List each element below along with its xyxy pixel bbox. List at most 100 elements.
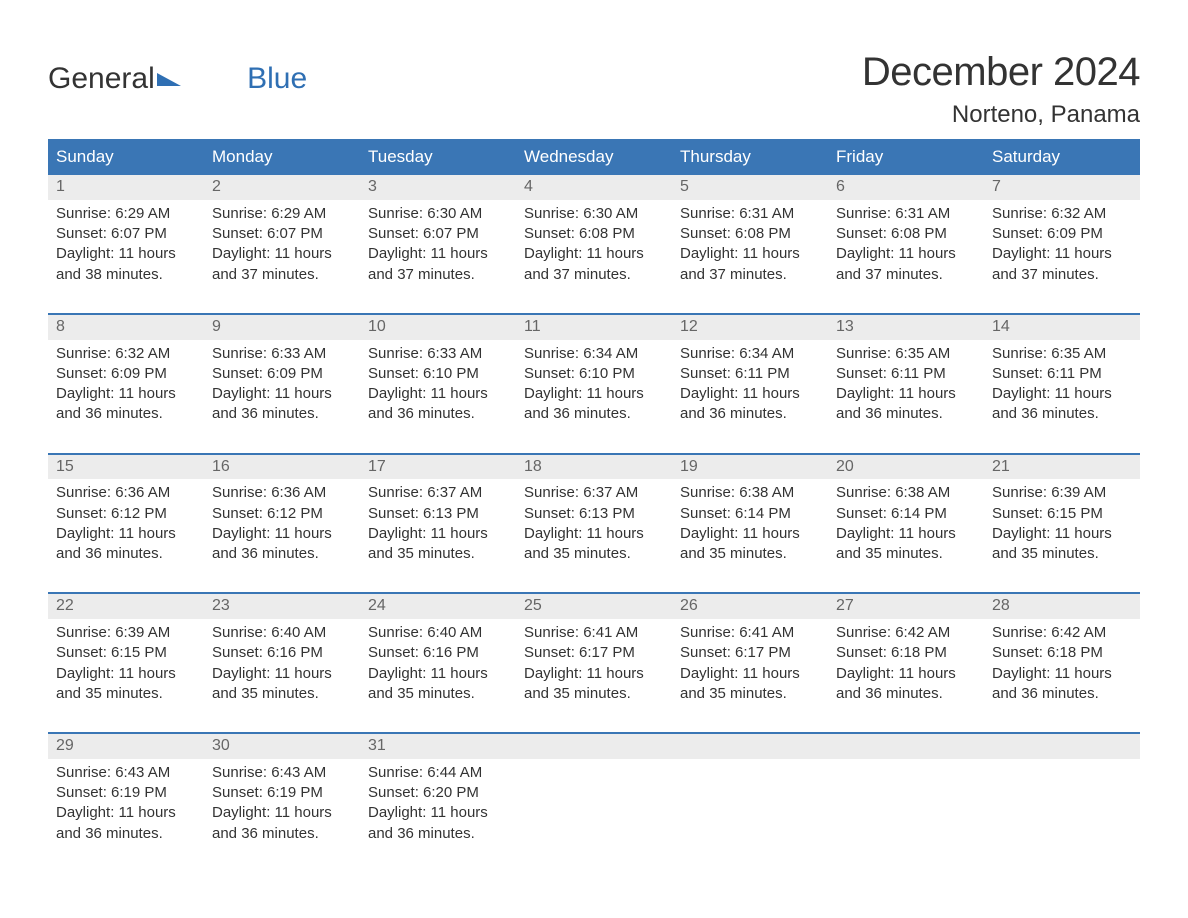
title-block: December 2024 Norteno, Panama xyxy=(862,50,1140,129)
day-cell: 6Sunrise: 6:31 AMSunset: 6:08 PMDaylight… xyxy=(828,174,984,314)
daylight-line-2: and 36 minutes. xyxy=(56,824,196,844)
daylight-line-1: Daylight: 11 hours xyxy=(992,244,1132,264)
day-data: Sunrise: 6:39 AMSunset: 6:15 PMDaylight:… xyxy=(48,619,204,732)
sunrise-line: Sunrise: 6:36 AM xyxy=(212,483,352,503)
day-data-empty xyxy=(828,759,984,839)
day-data: Sunrise: 6:39 AMSunset: 6:15 PMDaylight:… xyxy=(984,479,1140,592)
sunset-line: Sunset: 6:08 PM xyxy=(836,224,976,244)
col-sunday: Sunday xyxy=(48,140,204,174)
day-data: Sunrise: 6:32 AMSunset: 6:09 PMDaylight:… xyxy=(984,200,1140,313)
sunset-line: Sunset: 6:13 PM xyxy=(524,504,664,524)
sunset-line: Sunset: 6:07 PM xyxy=(212,224,352,244)
logo-text: General Blue xyxy=(48,64,307,94)
daylight-line-1: Daylight: 11 hours xyxy=(992,664,1132,684)
day-number: 6 xyxy=(828,175,984,200)
day-number: 17 xyxy=(360,455,516,480)
day-data: Sunrise: 6:42 AMSunset: 6:18 PMDaylight:… xyxy=(828,619,984,732)
sunset-line: Sunset: 6:08 PM xyxy=(680,224,820,244)
day-data: Sunrise: 6:30 AMSunset: 6:07 PMDaylight:… xyxy=(360,200,516,313)
sunrise-line: Sunrise: 6:34 AM xyxy=(680,344,820,364)
calendar-table: Sunday Monday Tuesday Wednesday Thursday… xyxy=(48,139,1140,872)
day-cell: 25Sunrise: 6:41 AMSunset: 6:17 PMDayligh… xyxy=(516,593,672,733)
daylight-line-1: Daylight: 11 hours xyxy=(992,524,1132,544)
day-data: Sunrise: 6:36 AMSunset: 6:12 PMDaylight:… xyxy=(48,479,204,592)
daylight-line-2: and 36 minutes. xyxy=(836,684,976,704)
day-number: 15 xyxy=(48,455,204,480)
daylight-line-2: and 35 minutes. xyxy=(212,684,352,704)
daylight-line-2: and 36 minutes. xyxy=(836,404,976,424)
day-cell: 7Sunrise: 6:32 AMSunset: 6:09 PMDaylight… xyxy=(984,174,1140,314)
sunset-line: Sunset: 6:14 PM xyxy=(836,504,976,524)
day-number: 13 xyxy=(828,315,984,340)
logo-blue: Blue xyxy=(247,64,307,94)
sunrise-line: Sunrise: 6:29 AM xyxy=(56,204,196,224)
calendar-body: 1Sunrise: 6:29 AMSunset: 6:07 PMDaylight… xyxy=(48,174,1140,872)
sunrise-line: Sunrise: 6:38 AM xyxy=(836,483,976,503)
daylight-line-1: Daylight: 11 hours xyxy=(680,524,820,544)
week-row: 15Sunrise: 6:36 AMSunset: 6:12 PMDayligh… xyxy=(48,454,1140,594)
sunset-line: Sunset: 6:11 PM xyxy=(836,364,976,384)
sunset-line: Sunset: 6:09 PM xyxy=(212,364,352,384)
sunrise-line: Sunrise: 6:39 AM xyxy=(992,483,1132,503)
day-number: 23 xyxy=(204,594,360,619)
day-data: Sunrise: 6:40 AMSunset: 6:16 PMDaylight:… xyxy=(360,619,516,732)
sunrise-line: Sunrise: 6:35 AM xyxy=(836,344,976,364)
day-data: Sunrise: 6:33 AMSunset: 6:09 PMDaylight:… xyxy=(204,340,360,453)
daylight-line-2: and 35 minutes. xyxy=(680,544,820,564)
sunrise-line: Sunrise: 6:38 AM xyxy=(680,483,820,503)
day-number: 22 xyxy=(48,594,204,619)
daylight-line-1: Daylight: 11 hours xyxy=(836,384,976,404)
day-number-empty xyxy=(828,734,984,759)
daylight-line-1: Daylight: 11 hours xyxy=(212,803,352,823)
sunset-line: Sunset: 6:15 PM xyxy=(992,504,1132,524)
sunrise-line: Sunrise: 6:42 AM xyxy=(836,623,976,643)
col-thursday: Thursday xyxy=(672,140,828,174)
day-data-empty xyxy=(672,759,828,839)
daylight-line-2: and 35 minutes. xyxy=(680,684,820,704)
day-cell: 9Sunrise: 6:33 AMSunset: 6:09 PMDaylight… xyxy=(204,314,360,454)
sunrise-line: Sunrise: 6:30 AM xyxy=(524,204,664,224)
day-cell: 3Sunrise: 6:30 AMSunset: 6:07 PMDaylight… xyxy=(360,174,516,314)
day-data: Sunrise: 6:31 AMSunset: 6:08 PMDaylight:… xyxy=(672,200,828,313)
day-cell: 14Sunrise: 6:35 AMSunset: 6:11 PMDayligh… xyxy=(984,314,1140,454)
sunset-line: Sunset: 6:17 PM xyxy=(524,643,664,663)
day-number: 16 xyxy=(204,455,360,480)
sunrise-line: Sunrise: 6:30 AM xyxy=(368,204,508,224)
daylight-line-2: and 35 minutes. xyxy=(836,544,976,564)
day-cell xyxy=(516,733,672,872)
daylight-line-1: Daylight: 11 hours xyxy=(368,664,508,684)
daylight-line-2: and 36 minutes. xyxy=(680,404,820,424)
sunrise-line: Sunrise: 6:43 AM xyxy=(212,763,352,783)
day-data: Sunrise: 6:38 AMSunset: 6:14 PMDaylight:… xyxy=(672,479,828,592)
sunset-line: Sunset: 6:12 PM xyxy=(212,504,352,524)
daylight-line-1: Daylight: 11 hours xyxy=(56,524,196,544)
day-cell: 21Sunrise: 6:39 AMSunset: 6:15 PMDayligh… xyxy=(984,454,1140,594)
day-data: Sunrise: 6:29 AMSunset: 6:07 PMDaylight:… xyxy=(48,200,204,313)
day-cell xyxy=(828,733,984,872)
day-number: 29 xyxy=(48,734,204,759)
daylight-line-1: Daylight: 11 hours xyxy=(524,524,664,544)
daylight-line-1: Daylight: 11 hours xyxy=(680,244,820,264)
week-row: 22Sunrise: 6:39 AMSunset: 6:15 PMDayligh… xyxy=(48,593,1140,733)
daylight-line-2: and 37 minutes. xyxy=(524,265,664,285)
daylight-line-1: Daylight: 11 hours xyxy=(212,524,352,544)
day-cell: 23Sunrise: 6:40 AMSunset: 6:16 PMDayligh… xyxy=(204,593,360,733)
day-cell: 26Sunrise: 6:41 AMSunset: 6:17 PMDayligh… xyxy=(672,593,828,733)
sunrise-line: Sunrise: 6:36 AM xyxy=(56,483,196,503)
sunrise-line: Sunrise: 6:40 AM xyxy=(368,623,508,643)
day-cell: 24Sunrise: 6:40 AMSunset: 6:16 PMDayligh… xyxy=(360,593,516,733)
daylight-line-1: Daylight: 11 hours xyxy=(368,384,508,404)
daylight-line-1: Daylight: 11 hours xyxy=(212,664,352,684)
daylight-line-2: and 36 minutes. xyxy=(992,404,1132,424)
sunrise-line: Sunrise: 6:34 AM xyxy=(524,344,664,364)
daylight-line-1: Daylight: 11 hours xyxy=(836,664,976,684)
daylight-line-1: Daylight: 11 hours xyxy=(524,664,664,684)
day-data: Sunrise: 6:42 AMSunset: 6:18 PMDaylight:… xyxy=(984,619,1140,732)
sunset-line: Sunset: 6:14 PM xyxy=(680,504,820,524)
daylight-line-2: and 36 minutes. xyxy=(212,544,352,564)
daylight-line-2: and 35 minutes. xyxy=(368,544,508,564)
day-cell: 27Sunrise: 6:42 AMSunset: 6:18 PMDayligh… xyxy=(828,593,984,733)
day-cell: 19Sunrise: 6:38 AMSunset: 6:14 PMDayligh… xyxy=(672,454,828,594)
sunrise-line: Sunrise: 6:42 AM xyxy=(992,623,1132,643)
day-number: 18 xyxy=(516,455,672,480)
